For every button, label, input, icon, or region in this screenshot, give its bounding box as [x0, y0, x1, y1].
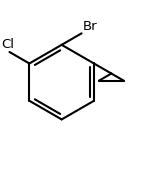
Text: Cl: Cl [2, 38, 15, 50]
Text: Br: Br [83, 20, 98, 33]
